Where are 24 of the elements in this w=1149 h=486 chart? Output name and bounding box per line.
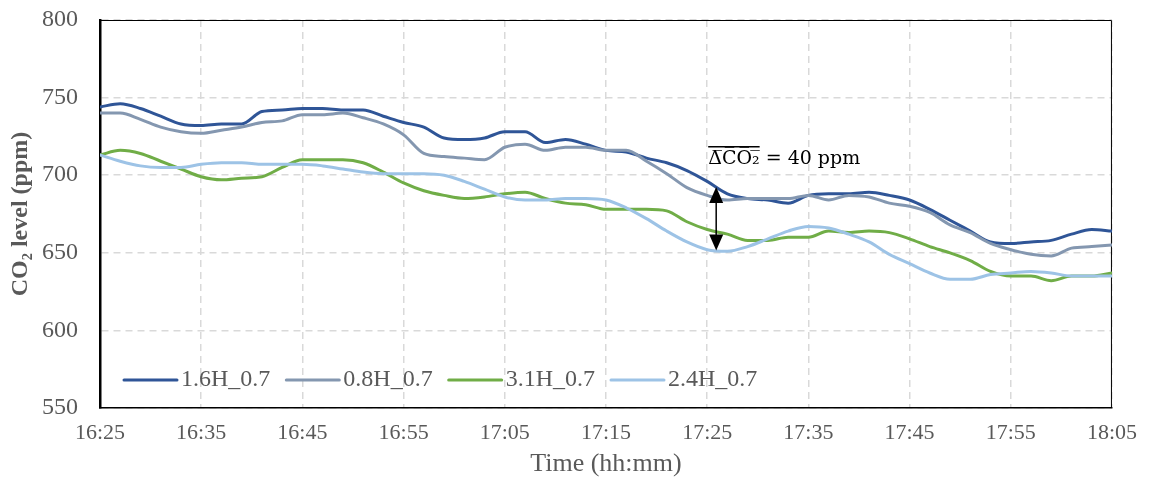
legend-label: 2.4H_0.7 <box>668 365 758 392</box>
x-tick-label: 18:05 <box>1086 418 1138 444</box>
y-axis-title: CO₂ level (ppm) <box>5 131 32 297</box>
legend-label: 1.6H_0.7 <box>181 365 271 392</box>
x-tick-label: 17:45 <box>884 418 935 444</box>
y-tick-label: 800 <box>42 5 78 32</box>
x-tick-label: 17:15 <box>580 418 632 444</box>
legend-label: 0.8H_0.7 <box>343 365 433 392</box>
x-tick-label: 17:35 <box>783 418 834 444</box>
y-tick-label: 750 <box>42 82 78 109</box>
y-tick-label: 650 <box>42 238 78 265</box>
x-tick-label: 16:45 <box>277 418 328 444</box>
x-tick-label: 16:55 <box>378 418 429 444</box>
y-tick-label: 600 <box>42 315 78 342</box>
annotation: Δ̅C̅O̅₂̅ = 40 ppm <box>708 146 861 169</box>
y-tick-label: 550 <box>42 393 78 420</box>
x-tick-label: 16:25 <box>74 418 126 444</box>
legend-label: 3.1H_0.7 <box>505 365 596 392</box>
x-tick-label: 17:55 <box>985 418 1036 444</box>
x-tick-label: 17:25 <box>682 418 733 444</box>
x-tick-label: 16:35 <box>176 418 227 444</box>
y-tick-label: 700 <box>42 160 78 187</box>
x-tick-label: 17:05 <box>479 418 530 444</box>
x-axis-title: Time (hh:mm) <box>530 448 682 478</box>
